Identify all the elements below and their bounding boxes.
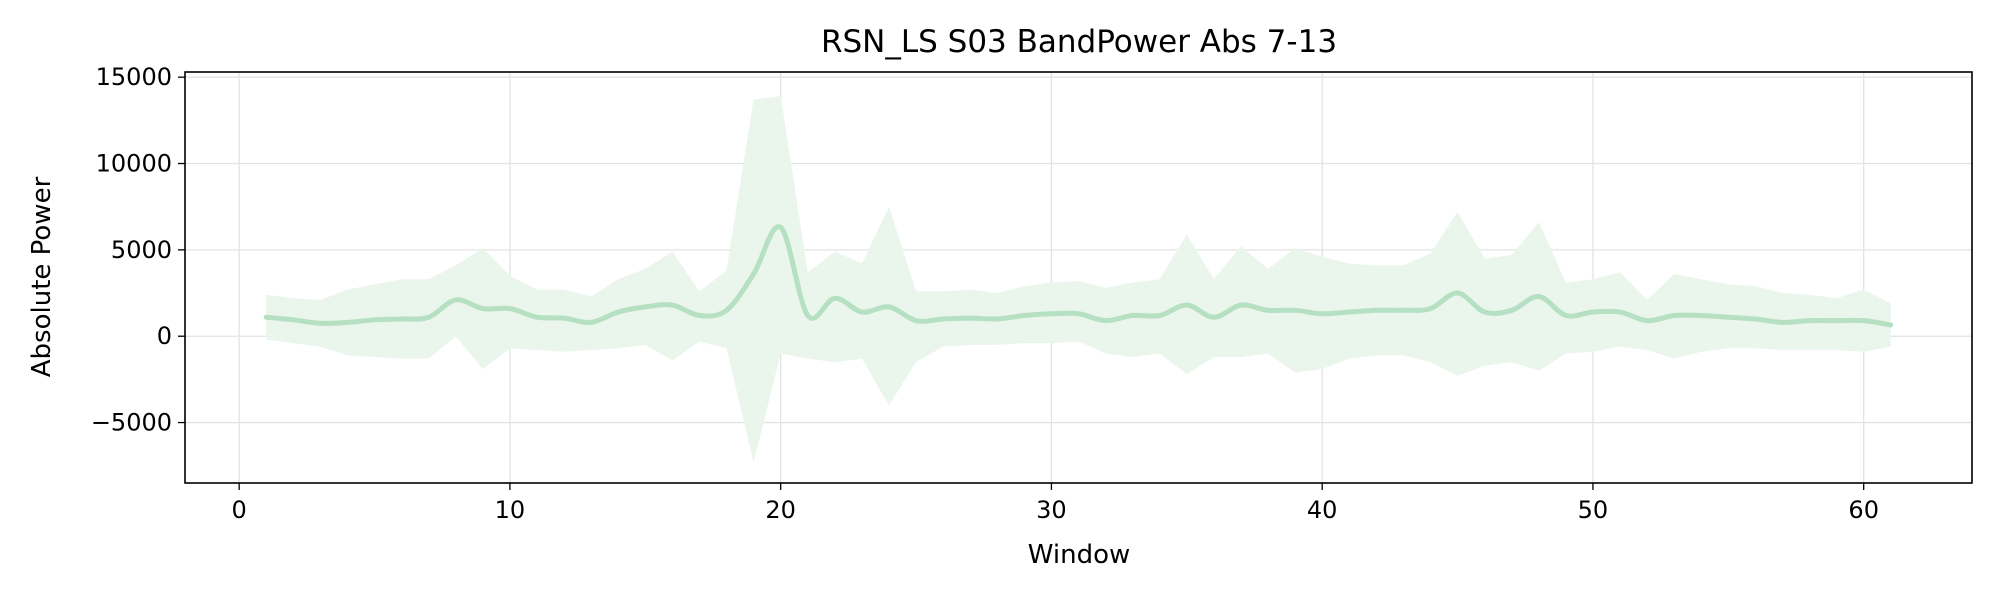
x-tick-label: 0 xyxy=(232,496,247,524)
x-axis-label: Window xyxy=(1028,540,1131,570)
y-axis-ticks: −5000 0 5000 10000 15000 xyxy=(91,63,185,437)
mean-line xyxy=(263,224,1894,328)
y-axis-label: Absolute Power xyxy=(27,176,57,377)
y-tick-label: 10000 xyxy=(96,150,172,178)
x-tick-label: 30 xyxy=(1036,496,1067,524)
x-tick-label: 60 xyxy=(1848,496,1879,524)
y-tick-label: 15000 xyxy=(96,63,172,91)
y-tick-label: 0 xyxy=(157,322,172,350)
x-tick-label: 40 xyxy=(1307,496,1338,524)
series-lines xyxy=(263,224,1894,328)
x-axis-ticks: 0 10 20 30 40 50 60 xyxy=(232,483,1879,524)
x-tick-label: 10 xyxy=(495,496,526,524)
x-tick-label: 20 xyxy=(765,496,796,524)
chart-title: RSN_LS S03 BandPower Abs 7-13 xyxy=(821,24,1337,60)
y-tick-label: −5000 xyxy=(91,409,172,437)
x-tick-label: 50 xyxy=(1578,496,1609,524)
plot-frame xyxy=(184,71,1973,484)
y-tick-label: 5000 xyxy=(111,236,172,264)
